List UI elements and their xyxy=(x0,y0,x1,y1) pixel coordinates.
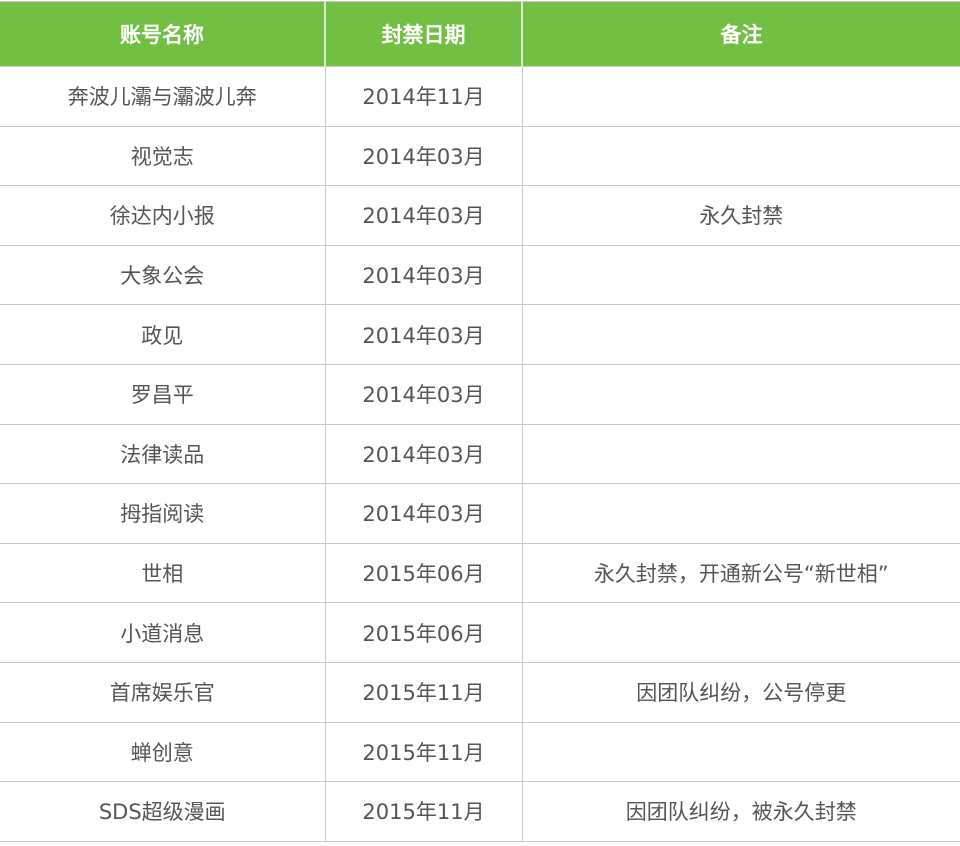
note-cell xyxy=(521,66,960,127)
ban-date-cell: 2014年03月 xyxy=(324,185,523,246)
account-name-cell: 法律读品 xyxy=(0,423,326,485)
note-cell: 永久封禁 xyxy=(521,185,960,246)
note-cell xyxy=(521,423,960,485)
account-name-cell: 拇指阅读 xyxy=(0,483,326,544)
ban-date-cell: 2014年03月 xyxy=(324,483,523,544)
header-ban-date: 封禁日期 xyxy=(324,1,523,67)
ban-date-cell: 2014年03月 xyxy=(324,244,523,306)
ban-date-cell: 2015年11月 xyxy=(324,661,523,723)
account-name-cell: 徐达内小报 xyxy=(0,185,326,246)
ban-date-cell: 2014年03月 xyxy=(324,125,523,187)
note-cell xyxy=(521,125,960,187)
header-row: 账号名称 封禁日期 备注 xyxy=(0,1,960,67)
header-note: 备注 xyxy=(521,1,960,67)
account-name-cell: 小道消息 xyxy=(0,602,326,663)
account-name-cell: 世相 xyxy=(0,542,326,604)
account-name-cell: 视觉志 xyxy=(0,125,326,187)
note-cell xyxy=(521,602,960,663)
note-cell xyxy=(521,363,960,425)
note-cell: 永久封禁，开通新公号“新世相” xyxy=(521,542,960,604)
table-row: 世相 2015年06月 永久封禁，开通新公号“新世相” xyxy=(0,542,960,604)
ban-date-cell: 2015年06月 xyxy=(324,542,523,604)
note-cell xyxy=(521,721,960,783)
account-name-cell: 蝉创意 xyxy=(0,721,326,783)
account-name-cell: 大象公会 xyxy=(0,244,326,306)
table-row: 拇指阅读 2014年03月 xyxy=(0,483,960,544)
ban-date-cell: 2015年06月 xyxy=(324,602,523,663)
ban-date-cell: 2014年11月 xyxy=(324,66,523,127)
table-row: 奔波儿灞与灞波儿奔 2014年11月 xyxy=(0,66,960,127)
ban-date-cell: 2014年03月 xyxy=(324,423,523,485)
note-cell xyxy=(521,244,960,306)
table-row: 徐达内小报 2014年03月 永久封禁 xyxy=(0,185,960,246)
note-cell: 因团队纠纷，被永久封禁 xyxy=(521,781,960,842)
account-name-cell: SDS超级漫画 xyxy=(0,781,326,842)
account-name-cell: 奔波儿灞与灞波儿奔 xyxy=(0,66,326,127)
table-row: 小道消息 2015年06月 xyxy=(0,602,960,663)
table-row: 视觉志 2014年03月 xyxy=(0,125,960,187)
table-row: SDS超级漫画 2015年11月 因团队纠纷，被永久封禁 xyxy=(0,781,960,842)
table-row: 罗昌平 2014年03月 xyxy=(0,363,960,425)
ban-date-cell: 2015年11月 xyxy=(324,781,523,842)
note-cell xyxy=(521,483,960,544)
account-name-cell: 政见 xyxy=(0,304,326,365)
note-cell xyxy=(521,304,960,365)
note-cell: 因团队纠纷，公号停更 xyxy=(521,661,960,723)
ban-date-cell: 2014年03月 xyxy=(324,363,523,425)
header-account-name: 账号名称 xyxy=(0,1,326,67)
table-row: 大象公会 2014年03月 xyxy=(0,244,960,306)
table-row: 蝉创意 2015年11月 xyxy=(0,721,960,783)
table-row: 首席娱乐官 2015年11月 因团队纠纷，公号停更 xyxy=(0,661,960,723)
table-row: 法律读品 2014年03月 xyxy=(0,423,960,485)
account-name-cell: 首席娱乐官 xyxy=(0,661,326,723)
table-row: 政见 2014年03月 xyxy=(0,304,960,365)
ban-date-cell: 2015年11月 xyxy=(324,721,523,783)
ban-date-cell: 2014年03月 xyxy=(324,304,523,365)
account-name-cell: 罗昌平 xyxy=(0,363,326,425)
